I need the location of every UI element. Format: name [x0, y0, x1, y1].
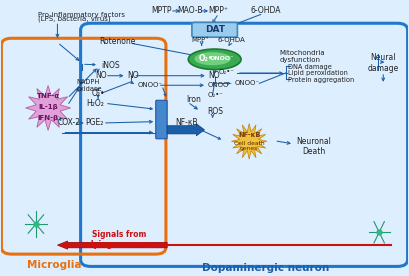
Text: ROS: ROS — [208, 107, 224, 116]
Ellipse shape — [194, 52, 231, 65]
Text: IFN-β: IFN-β — [38, 115, 58, 121]
Text: Iron: Iron — [186, 95, 201, 104]
Text: MPP⁺: MPP⁺ — [209, 6, 229, 15]
Polygon shape — [231, 124, 267, 159]
FancyArrow shape — [57, 241, 167, 249]
Text: Cell death: Cell death — [234, 141, 265, 146]
Text: NO: NO — [209, 71, 220, 80]
Text: NF-κB: NF-κB — [175, 118, 198, 128]
Text: iNOS: iNOS — [101, 61, 119, 70]
Text: MAO-B: MAO-B — [178, 6, 203, 15]
Text: Mitochondria
dysfunction: Mitochondria dysfunction — [280, 49, 325, 63]
Text: Neural
damage: Neural damage — [368, 53, 399, 73]
Text: NF-κB: NF-κB — [238, 132, 261, 138]
Text: 6-OHDA: 6-OHDA — [217, 37, 245, 43]
Text: O₂•⁻: O₂•⁻ — [208, 92, 224, 98]
Text: ONOO⁻: ONOO⁻ — [208, 82, 233, 88]
FancyBboxPatch shape — [156, 100, 167, 139]
Text: IL-1β: IL-1β — [38, 104, 58, 110]
Text: DAT: DAT — [205, 25, 225, 34]
Text: O₂•⁻: O₂•⁻ — [219, 69, 235, 75]
Text: Signals from
dying neurons: Signals from dying neurons — [88, 230, 150, 249]
Text: genes: genes — [240, 147, 258, 152]
Text: ONOO⁻: ONOO⁻ — [210, 56, 234, 61]
Text: COX-2: COX-2 — [57, 118, 81, 128]
Text: ONOO⁻: ONOO⁻ — [235, 80, 260, 86]
Text: Neuronal
Death: Neuronal Death — [297, 137, 332, 156]
Text: DNA damage: DNA damage — [288, 64, 332, 70]
Text: Microglia: Microglia — [27, 260, 81, 270]
Text: Dopaminergic neuron: Dopaminergic neuron — [202, 263, 329, 273]
Text: Pro-inflammatory factors: Pro-inflammatory factors — [38, 12, 125, 18]
Text: 6-OHDA: 6-OHDA — [250, 6, 281, 15]
Text: NO: NO — [96, 71, 107, 80]
Text: MPP⁺: MPP⁺ — [191, 37, 209, 43]
FancyBboxPatch shape — [192, 22, 237, 37]
Text: Lipid peroxidation: Lipid peroxidation — [288, 70, 348, 76]
Text: H₂O₂: H₂O₂ — [86, 99, 104, 108]
Text: MPTP: MPTP — [152, 6, 172, 15]
Text: O₂•: O₂• — [199, 54, 213, 63]
Text: NADPH
oxidase: NADPH oxidase — [76, 79, 102, 92]
Text: TNF-α: TNF-α — [36, 93, 60, 99]
Text: (LPS, bacteria, virus): (LPS, bacteria, virus) — [38, 16, 110, 22]
Text: ONOO⁻: ONOO⁻ — [137, 82, 163, 88]
Text: NO: NO — [127, 71, 139, 80]
Polygon shape — [26, 86, 71, 130]
Ellipse shape — [188, 49, 241, 70]
Text: O₂•: O₂• — [91, 89, 105, 98]
FancyArrow shape — [167, 124, 204, 136]
Text: PGE₂: PGE₂ — [85, 118, 103, 128]
Text: Rotenone: Rotenone — [99, 36, 135, 46]
Text: Protein aggregation: Protein aggregation — [288, 76, 354, 83]
